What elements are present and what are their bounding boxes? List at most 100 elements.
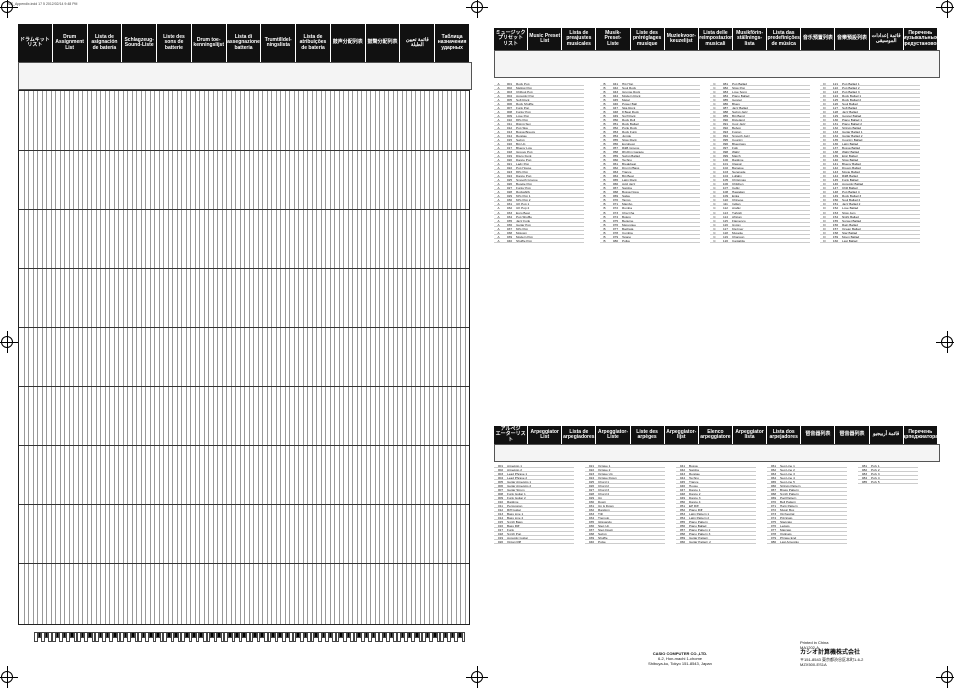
music-preset-row: A 034 Pop Shuffle [494, 215, 584, 219]
preset-number: 131 [832, 122, 839, 127]
preset-number: 020 [506, 158, 513, 163]
preset-name: Jazz Ballad [732, 106, 748, 110]
arp-name: Pulse [598, 540, 606, 544]
piano-key [238, 632, 243, 642]
piano-key [364, 632, 369, 638]
arp-name: Up & Down [598, 504, 614, 508]
preset-number: 009 [506, 114, 513, 119]
piano-key [91, 632, 96, 642]
preset-group: A [497, 154, 500, 159]
preset-number: 042 [612, 86, 619, 91]
left-header-cell: 鼓聲分配列表 [365, 24, 401, 62]
crop-mark-top-left [0, 0, 18, 18]
piano-key [131, 632, 135, 638]
arp-number: 048 [679, 492, 686, 497]
arp-name: Samba [689, 468, 699, 472]
music-preset-row: A 039 Modern Pop [494, 235, 584, 239]
arp-number: 079 [770, 536, 777, 541]
preset-number: 149 [832, 194, 839, 199]
arpeggiator-list-3: 041 Bossa 042 Samba 043 Reggae 044 Techno 045 Tra… [676, 464, 756, 545]
preset-number: 035 [506, 218, 513, 223]
grid-column-line [28, 91, 29, 624]
music-preset-row: B 048 8 Beat Rock [600, 110, 700, 115]
preset-group: A [497, 186, 500, 191]
preset-group: C [713, 182, 716, 187]
preset-name: Rockabilly [516, 190, 531, 194]
left-header-cell: قائمة تعيين الطبلة [400, 24, 436, 62]
arp-name: Octave Down [598, 476, 617, 480]
arp-header-cell: Arpeggiator- lijst [664, 426, 699, 444]
music-preset-row: C 101 Classic [710, 162, 810, 167]
preset-group: D [823, 222, 826, 227]
preset-name: Euro Beat [516, 210, 530, 214]
preset-group: D [823, 130, 826, 135]
preset-number: 114 [723, 214, 728, 219]
doc-code: MZX500-ES1A [800, 662, 827, 667]
arpeggiator-row: 059 Guitar Pattern [676, 536, 756, 541]
preset-number: 021 [506, 162, 513, 167]
music-preset-row: D 150 Soul Ballad 2 [820, 198, 920, 203]
preset-group: B [603, 234, 606, 239]
piano-key [267, 632, 272, 642]
grid-column-line [73, 91, 74, 624]
arpeggiator-row: 030 Down [585, 500, 665, 505]
preset-number: 023 [506, 170, 513, 175]
crop-mark-bottom-left [0, 666, 18, 688]
preset-number: 122 [832, 86, 839, 91]
music-preset-row: D 144 R&B Ballad [820, 174, 920, 179]
grid-column-line [127, 91, 128, 624]
arpeggiator-row: 012 Riff Guitar [494, 508, 574, 513]
preset-number: 043 [612, 90, 619, 95]
arpeggiator-row: 003 Lead Phrase 1 [494, 472, 574, 477]
preset-name: Bluesy Ballad [842, 162, 861, 166]
preset-number: 036 [506, 222, 513, 227]
preset-number: 090 [722, 118, 729, 123]
preset-number: 095 [722, 138, 729, 143]
left-header-cell: Таблица назначения ударных [435, 24, 470, 62]
preset-name: Modern Pop [516, 234, 533, 238]
preset-name: Pop Ska [516, 126, 528, 130]
arp-name: Funk Guitar 1 [507, 492, 526, 496]
arp-number: 019 [497, 536, 504, 541]
grid-column-line [203, 91, 205, 624]
grid-column-line [433, 91, 434, 624]
preset-group: D [823, 162, 826, 167]
preset-name: Rock Ballad [622, 122, 639, 126]
arp-name: Seq Line 1 [780, 464, 795, 468]
grid-column-line [320, 91, 322, 624]
music-preset-row: C 097 Folk [710, 146, 810, 151]
music-preset-list-3: C 081 Pop Ballad C 082 Slow Pop C 083 Love Song C… [710, 82, 810, 243]
music-preset-row: A 026 Boogie Pop [494, 182, 584, 187]
preset-name: Mellow Pop [516, 86, 532, 90]
grid-column-line [271, 91, 272, 624]
grid-column-line [442, 91, 443, 624]
music-preset-row: C 091 Cool Jazz [710, 122, 810, 127]
music-preset-row: D 133 Guitar Ballad 1 [820, 130, 920, 135]
piano-key [170, 632, 175, 642]
music-preset-row: A 040 Shuffle Pop [494, 239, 584, 243]
arpeggiator-row: 033 Trill [585, 512, 665, 517]
preset-group: C [713, 166, 716, 171]
preset-name: Bebop [732, 126, 741, 130]
arp-header-cell: Lista de arpegiadores [562, 426, 597, 444]
music-header-cell: Musik-Preset- Liste [596, 28, 631, 50]
arp-number: 009 [497, 496, 504, 501]
arpeggiator-row: 040 Pulse [585, 540, 665, 545]
preset-group: C [713, 230, 716, 235]
preset-name: R&B Ballad [842, 174, 858, 178]
preset-group: A [497, 106, 500, 111]
preset-number: 056 [612, 142, 619, 147]
piano-key [332, 632, 336, 642]
preset-group: D [823, 106, 826, 111]
piano-key [37, 632, 42, 638]
arp-number: 046 [679, 484, 686, 489]
preset-group: C [713, 206, 716, 211]
music-preset-row: B 071 Mambo [600, 202, 700, 207]
crop-mark-bottom-center [466, 666, 488, 688]
music-preset-row: C 118 Musette [710, 231, 810, 235]
left-header-cell: Drum toe- kenningslijst [191, 24, 227, 62]
preset-number: 084 [722, 94, 729, 99]
music-preset-row: D 153 Slow Jam [820, 211, 920, 215]
preset-number: 018 [506, 150, 513, 155]
preset-number: 082 [722, 86, 729, 91]
